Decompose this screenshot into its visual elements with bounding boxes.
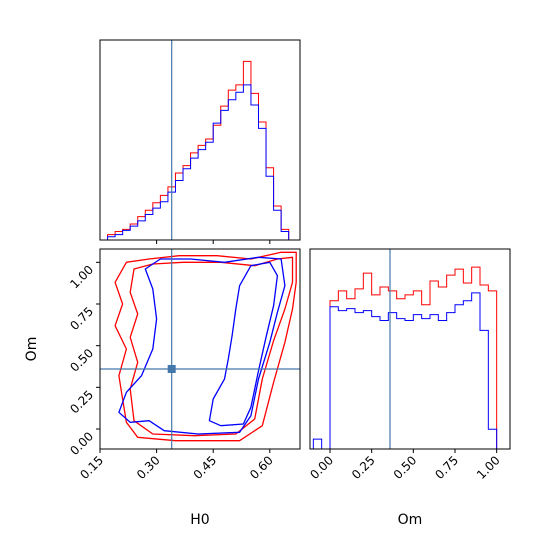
h0-histogram-step-0 [100, 60, 297, 241]
joint-x-tick-label-3: 0.60 [247, 453, 276, 482]
om-histogram-step-1 [312, 292, 505, 450]
joint-y-tick-label-2: 0.50 [67, 346, 96, 375]
om-x-tick-label-0: 0.00 [307, 453, 336, 482]
om-histogram-series [312, 266, 505, 450]
om-histogram-ticks: 0.00 0.25 0.50 0.75 1.00 [307, 449, 503, 482]
h0-histogram-step-1 [100, 84, 297, 241]
joint-x-ticks: 0.15 0.30 0.45 0.60 [77, 449, 276, 482]
x-axis-label-h0: H0 [190, 512, 209, 528]
joint-y-tick-label-4: 1.00 [67, 263, 96, 292]
joint-contour-panel: 0.15 0.30 0.45 0.60 0.00 0.25 0.50 0.75 1.00 H0… [24, 248, 301, 528]
joint-contour-frame [99, 248, 301, 450]
joint-x-tick-label-0: 0.15 [77, 453, 106, 482]
contour-1-1 [208, 261, 279, 427]
joint-y-ticks: 0.00 0.25 0.50 0.75 1.00 [67, 261, 100, 458]
joint-y-tick-label-3: 0.75 [67, 304, 96, 333]
joint-x-tick-label-1: 0.30 [134, 453, 163, 482]
h0-histogram-series [100, 60, 297, 241]
joint-contour-series [114, 251, 297, 442]
om-x-tick-label-2: 0.50 [391, 453, 420, 482]
om-histogram-step-0 [313, 266, 505, 450]
h0-histogram-frame [99, 39, 301, 241]
y-axis-label-om: Om [24, 337, 40, 362]
om-histogram-frame [309, 248, 511, 450]
truth-point-marker [167, 365, 176, 373]
h0-histogram-ticks [156, 240, 271, 244]
h0-histogram-panel [99, 39, 301, 244]
om-x-tick-label-3: 0.75 [432, 453, 461, 482]
om-x-tick-label-1: 0.25 [349, 453, 378, 482]
x-axis-label-om: Om [398, 512, 423, 528]
joint-y-tick-label-1: 0.25 [67, 388, 96, 417]
om-x-tick-label-4: 1.00 [474, 453, 503, 482]
joint-y-tick-label-0: 0.00 [67, 429, 96, 458]
joint-x-tick-label-2: 0.45 [191, 453, 220, 482]
om-histogram-panel: 0.00 0.25 0.50 0.75 1.00 Om [307, 248, 511, 528]
contour-1-0 [118, 256, 286, 435]
